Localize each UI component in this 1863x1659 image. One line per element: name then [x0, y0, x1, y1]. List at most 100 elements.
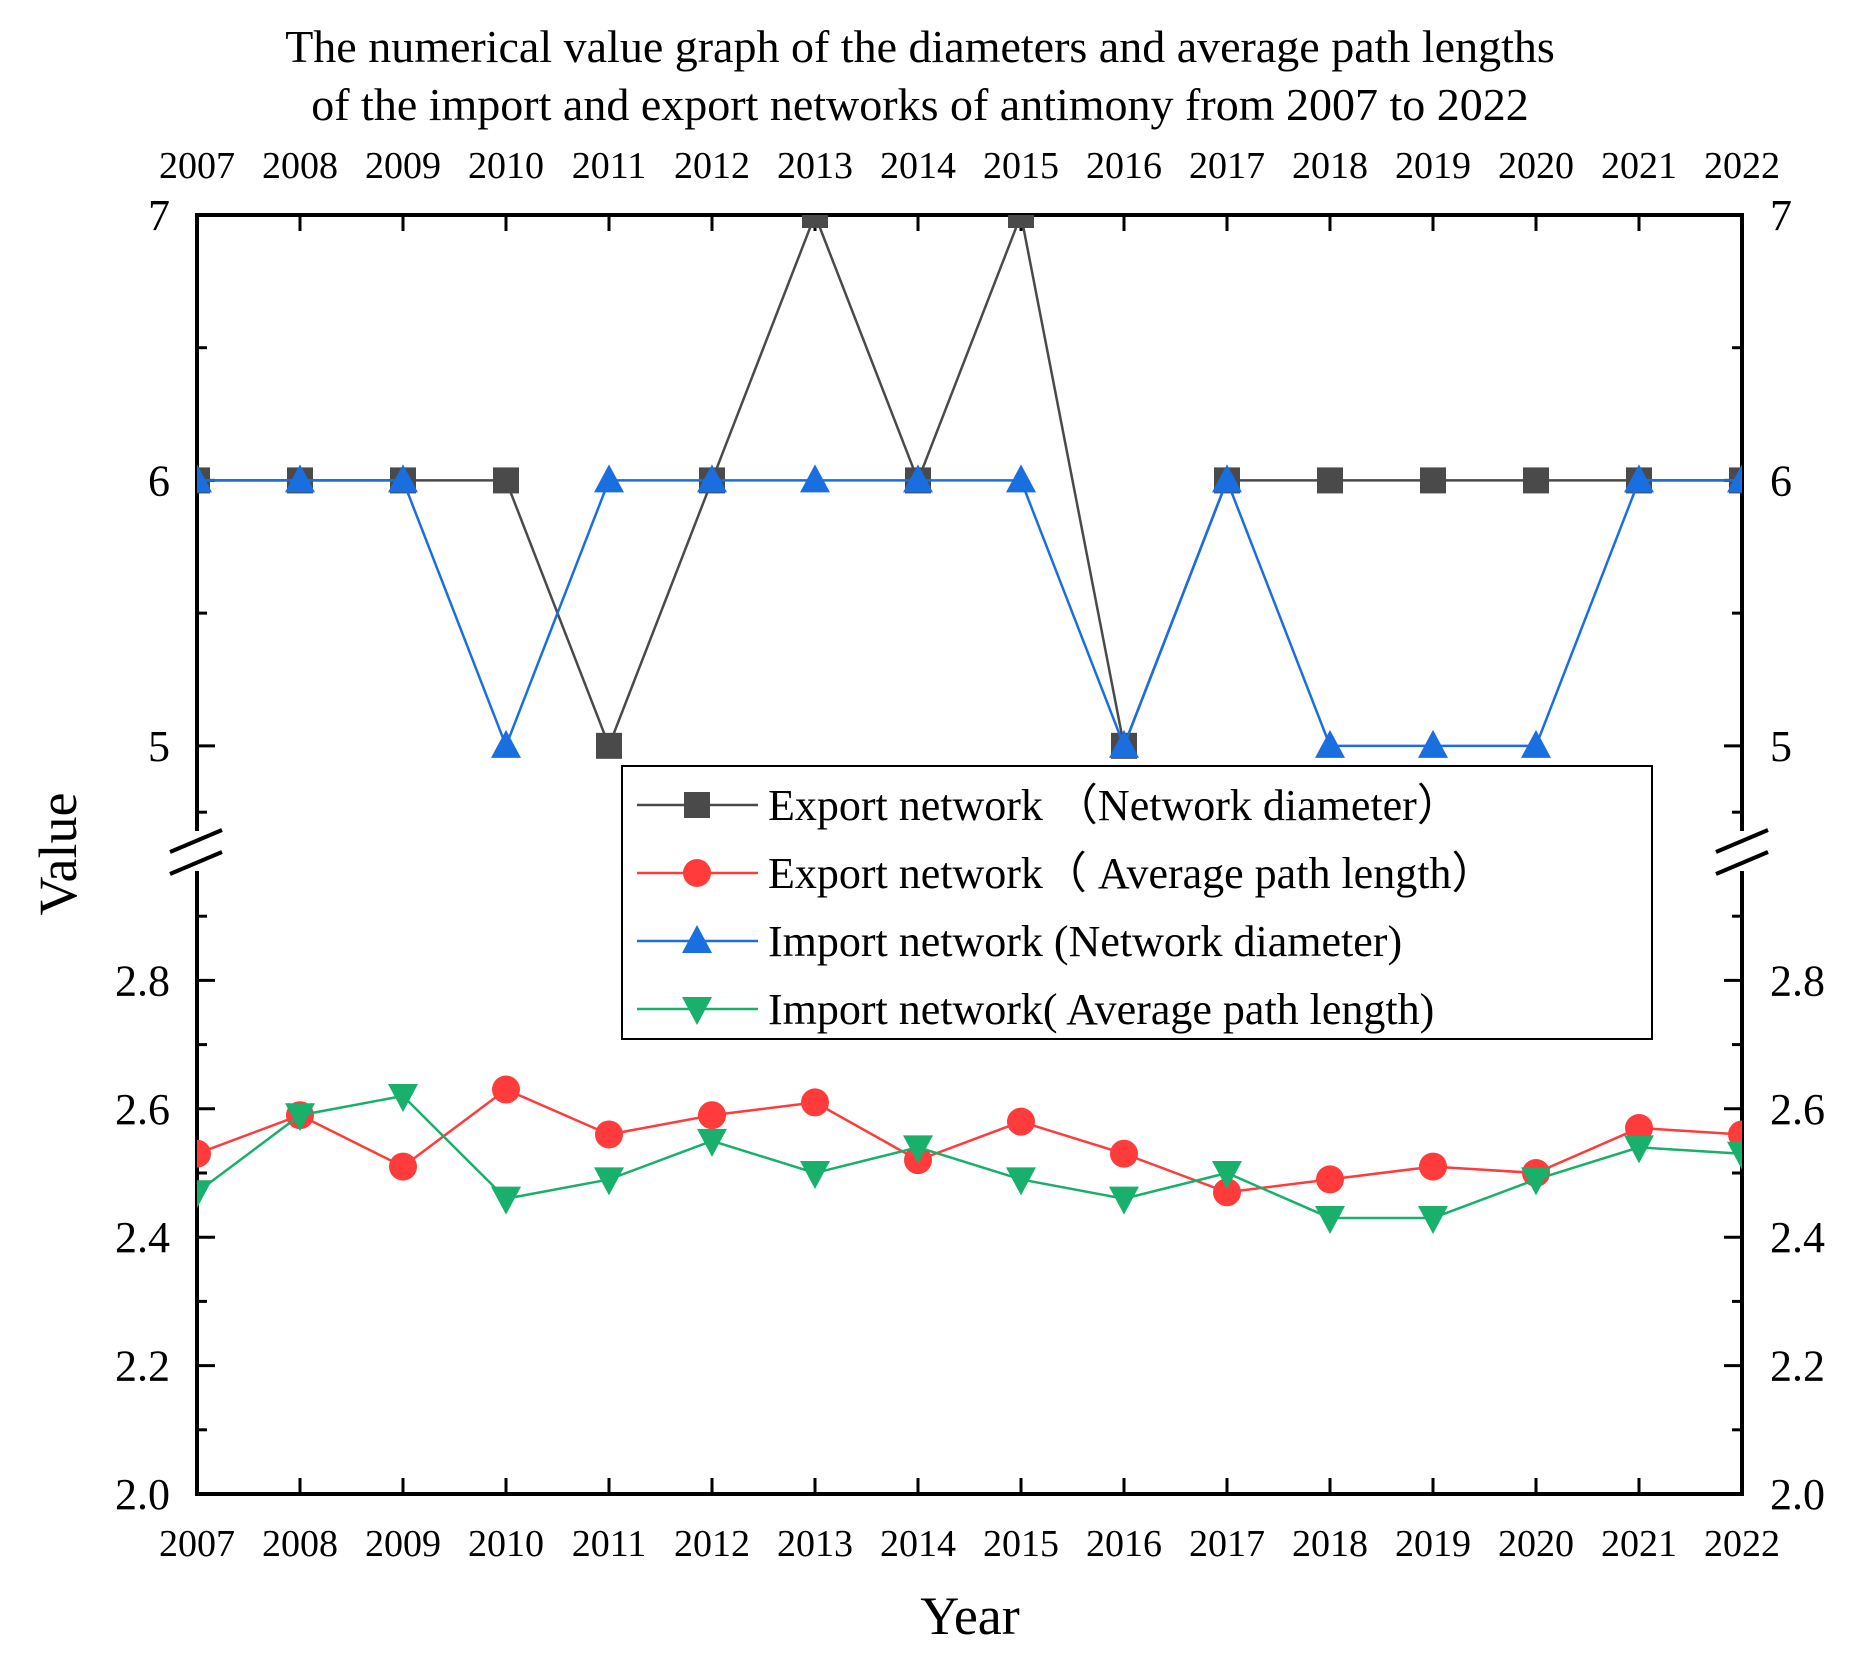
- plot-area: [197, 215, 1742, 1234]
- x-tick-label-bottom: 2011: [572, 1523, 647, 1565]
- legend-marker: [684, 792, 710, 818]
- data-point: [1625, 1114, 1653, 1143]
- y-tick-label-left: 2.8: [115, 956, 170, 1005]
- axis-break-marks: [169, 828, 1769, 876]
- y-tick-label-right: 2.4: [1770, 1213, 1825, 1262]
- data-point: [903, 1135, 933, 1164]
- x-tick-label-bottom: 2015: [983, 1523, 1059, 1565]
- data-point: [697, 464, 727, 493]
- data-point: [595, 1120, 623, 1149]
- legend-label: Import network( Average path length): [768, 985, 1434, 1034]
- data-point: [1212, 1161, 1242, 1189]
- x-tick-label-top: 2010: [468, 145, 544, 187]
- legend-label: Import network (Network diameter): [768, 917, 1402, 966]
- x-tick-label-bottom: 2012: [674, 1523, 750, 1565]
- x-tick-label-bottom: 2019: [1395, 1523, 1471, 1565]
- data-point: [1213, 1178, 1241, 1207]
- x-tick-label-top: 2011: [572, 145, 647, 187]
- x-tick-label-bottom: 2020: [1498, 1523, 1574, 1565]
- x-tick-label-top: 2015: [983, 145, 1059, 187]
- x-tick-label-top: 2021: [1601, 145, 1677, 187]
- legend-marker: [682, 997, 712, 1025]
- data-point: [1109, 1186, 1139, 1215]
- legend-marker: [683, 859, 711, 887]
- data-point: [492, 1075, 520, 1104]
- series-line: [197, 1088, 1742, 1194]
- data-point: [1420, 467, 1446, 494]
- data-point: [388, 464, 418, 493]
- data-point: [388, 1083, 418, 1112]
- data-point: [1624, 1135, 1654, 1164]
- x-tick-label-top: 2012: [674, 145, 750, 187]
- data-point: [1418, 729, 1448, 758]
- data-point: [1624, 464, 1654, 493]
- x-tick-label-bottom: 2010: [468, 1523, 544, 1565]
- y-tick-label-left: 2.0: [115, 1470, 170, 1519]
- data-point: [285, 1103, 315, 1132]
- x-tick-label-top: 2013: [777, 145, 853, 187]
- x-tick-label-top: 2022: [1704, 145, 1780, 187]
- data-point: [1521, 729, 1551, 758]
- x-tick-label-top: 2009: [365, 145, 441, 187]
- x-tick-label-bottom: 2008: [262, 1523, 338, 1565]
- data-point: [1727, 1141, 1742, 1170]
- data-point: [800, 1161, 830, 1189]
- data-point: [389, 1152, 417, 1181]
- data-point: [801, 1088, 829, 1117]
- series-line: [197, 476, 1742, 750]
- data-point: [1007, 1107, 1035, 1136]
- data-point: [1418, 1205, 1448, 1234]
- chart-title: The numerical value graph of the diamete…: [285, 21, 1555, 130]
- data-point: [197, 1139, 211, 1168]
- y-tick-label-left: 2.6: [115, 1085, 170, 1134]
- data-point: [1317, 467, 1343, 494]
- data-point: [594, 464, 624, 493]
- y-tick-label-left: 5: [148, 722, 170, 771]
- x-tick-label-top: 2018: [1292, 145, 1368, 187]
- y-axis-title: Value: [28, 793, 88, 916]
- chart-title-line-1: The numerical value graph of the diamete…: [285, 21, 1555, 72]
- data-point: [1728, 1120, 1742, 1149]
- x-tick-label-bottom: 2021: [1601, 1523, 1677, 1565]
- data-point: [285, 464, 315, 493]
- x-tick-label-bottom: 2013: [777, 1523, 853, 1565]
- y-tick-label-right: 2.2: [1770, 1342, 1825, 1391]
- data-point: [903, 464, 933, 493]
- x-tick-label-top: 2008: [262, 145, 338, 187]
- data-point: [1315, 729, 1345, 758]
- y-tick-label-right: 2.8: [1770, 956, 1825, 1005]
- x-tick-label-bottom: 2018: [1292, 1523, 1368, 1565]
- y-tick-label-right: 5: [1770, 722, 1792, 771]
- legend-marker: [682, 925, 712, 953]
- x-tick-label-bottom: 2016: [1086, 1523, 1162, 1565]
- y-tick-label-right: 2.0: [1770, 1470, 1825, 1519]
- y-tick-label-left: 7: [148, 191, 170, 240]
- data-point: [197, 1180, 212, 1209]
- x-axis-title: Year: [920, 1586, 1020, 1646]
- data-point: [802, 215, 828, 228]
- x-tick-label-top: 2017: [1189, 145, 1265, 187]
- data-point: [698, 1101, 726, 1130]
- y-tick-label-left: 6: [148, 456, 170, 505]
- data-point: [1316, 1165, 1344, 1194]
- x-tick-label-bottom: 2009: [365, 1523, 441, 1565]
- data-point: [1006, 1167, 1036, 1196]
- y-tick-label-left: 2.4: [115, 1213, 170, 1262]
- series-1: [197, 1075, 1742, 1207]
- x-tick-label-top: 2007: [159, 145, 235, 187]
- x-tick-label-top: 2020: [1498, 145, 1574, 187]
- data-point: [1006, 464, 1036, 493]
- data-point: [491, 1186, 521, 1215]
- x-tick-label-bottom: 2014: [880, 1523, 956, 1565]
- series-2: [197, 464, 1742, 758]
- data-point: [596, 732, 622, 759]
- legend-box: [621, 765, 1653, 1040]
- data-point: [1315, 1205, 1345, 1234]
- x-tick-label-top: 2019: [1395, 145, 1471, 187]
- series-line: [197, 215, 1742, 751]
- axis-ticks: [195, 213, 1744, 1496]
- series-line: [197, 1094, 1742, 1220]
- y-tick-label-right: 6: [1770, 456, 1792, 505]
- data-point: [697, 1128, 727, 1157]
